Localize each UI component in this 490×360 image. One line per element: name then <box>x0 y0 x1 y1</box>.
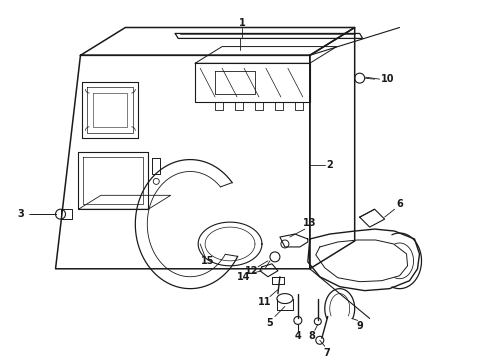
Text: 15: 15 <box>201 256 215 266</box>
Text: 14: 14 <box>237 272 251 282</box>
Text: 5: 5 <box>267 318 273 328</box>
Text: 2: 2 <box>326 159 333 170</box>
Text: 4: 4 <box>294 331 301 341</box>
Text: 13: 13 <box>303 218 317 228</box>
Text: 12: 12 <box>245 266 259 276</box>
Text: 8: 8 <box>308 331 315 341</box>
Text: 6: 6 <box>396 199 403 209</box>
Text: 7: 7 <box>323 348 330 358</box>
Text: 3: 3 <box>17 209 24 219</box>
Text: 9: 9 <box>356 321 363 332</box>
Text: 1: 1 <box>239 18 245 27</box>
Text: 10: 10 <box>381 74 394 84</box>
Text: 11: 11 <box>258 297 271 307</box>
